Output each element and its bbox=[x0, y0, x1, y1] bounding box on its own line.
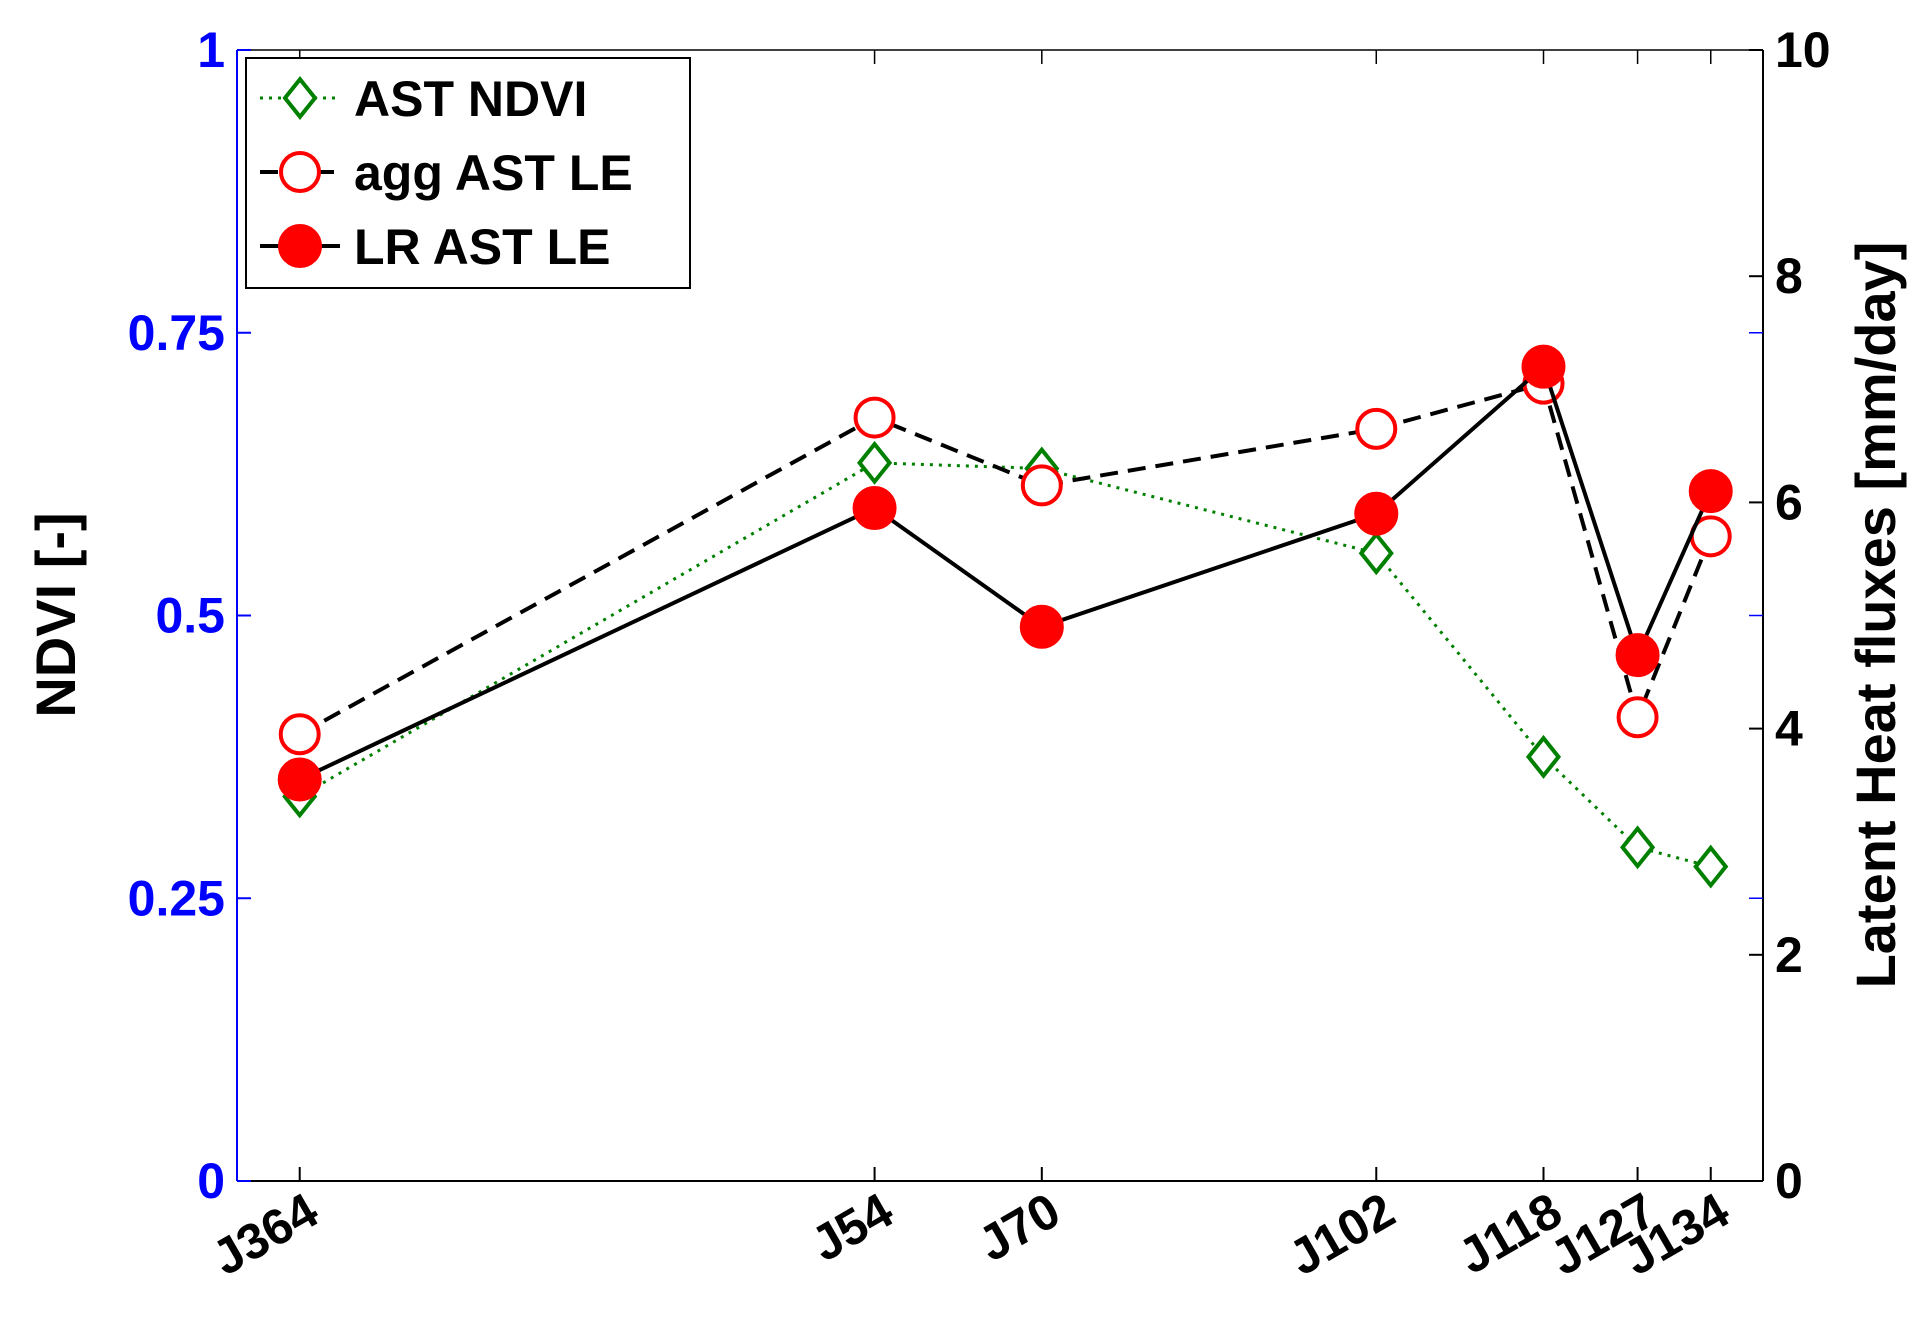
data-point bbox=[1615, 633, 1660, 678]
data-point bbox=[1688, 469, 1733, 514]
legend-marker bbox=[279, 151, 321, 193]
data-point bbox=[1616, 696, 1659, 739]
data-point bbox=[1521, 344, 1566, 389]
legend-label: LR AST LE bbox=[354, 219, 610, 275]
x-tick-label: J102 bbox=[1279, 1182, 1403, 1286]
left-axis-title: NDVI [-] bbox=[24, 512, 87, 717]
right-tick-label: 4 bbox=[1775, 701, 1803, 757]
right-tick-label: 2 bbox=[1775, 927, 1803, 983]
legend-marker bbox=[278, 224, 322, 268]
series-layer bbox=[277, 344, 1733, 889]
data-point bbox=[278, 713, 321, 756]
right-axis-title: Latent Heat fluxes [mm/day] bbox=[1844, 242, 1907, 989]
legend-label: agg AST LE bbox=[354, 145, 633, 201]
legend-marker bbox=[282, 76, 318, 120]
right-tick-label: 10 bbox=[1775, 22, 1831, 78]
data-point bbox=[857, 440, 893, 485]
left-tick-label: 0.75 bbox=[128, 305, 225, 361]
right-tick-label: 8 bbox=[1775, 248, 1803, 304]
left-tick-label: 1 bbox=[197, 22, 225, 78]
data-point bbox=[1358, 531, 1394, 576]
data-point bbox=[1019, 604, 1064, 649]
data-point bbox=[1525, 734, 1562, 779]
x-tick-label: J54 bbox=[802, 1182, 902, 1272]
left-tick-label: 0.5 bbox=[155, 588, 225, 644]
data-point bbox=[277, 757, 322, 802]
right-tick-label: 0 bbox=[1775, 1153, 1803, 1209]
left-tick-label: 0 bbox=[197, 1153, 225, 1209]
left-tick-label: 0.25 bbox=[128, 870, 225, 926]
legend: AST NDVI agg AST LE LR AST LE bbox=[245, 57, 691, 289]
legend-label: AST NDVI bbox=[354, 71, 587, 127]
data-point bbox=[1620, 825, 1656, 870]
data-point bbox=[1355, 407, 1398, 450]
data-point bbox=[853, 396, 896, 439]
data-point bbox=[1020, 464, 1063, 507]
data-point bbox=[1693, 844, 1729, 889]
data-point bbox=[852, 486, 897, 531]
data-point bbox=[1354, 491, 1399, 536]
x-tick-label: J70 bbox=[969, 1182, 1069, 1272]
right-tick-label: 6 bbox=[1775, 474, 1803, 530]
